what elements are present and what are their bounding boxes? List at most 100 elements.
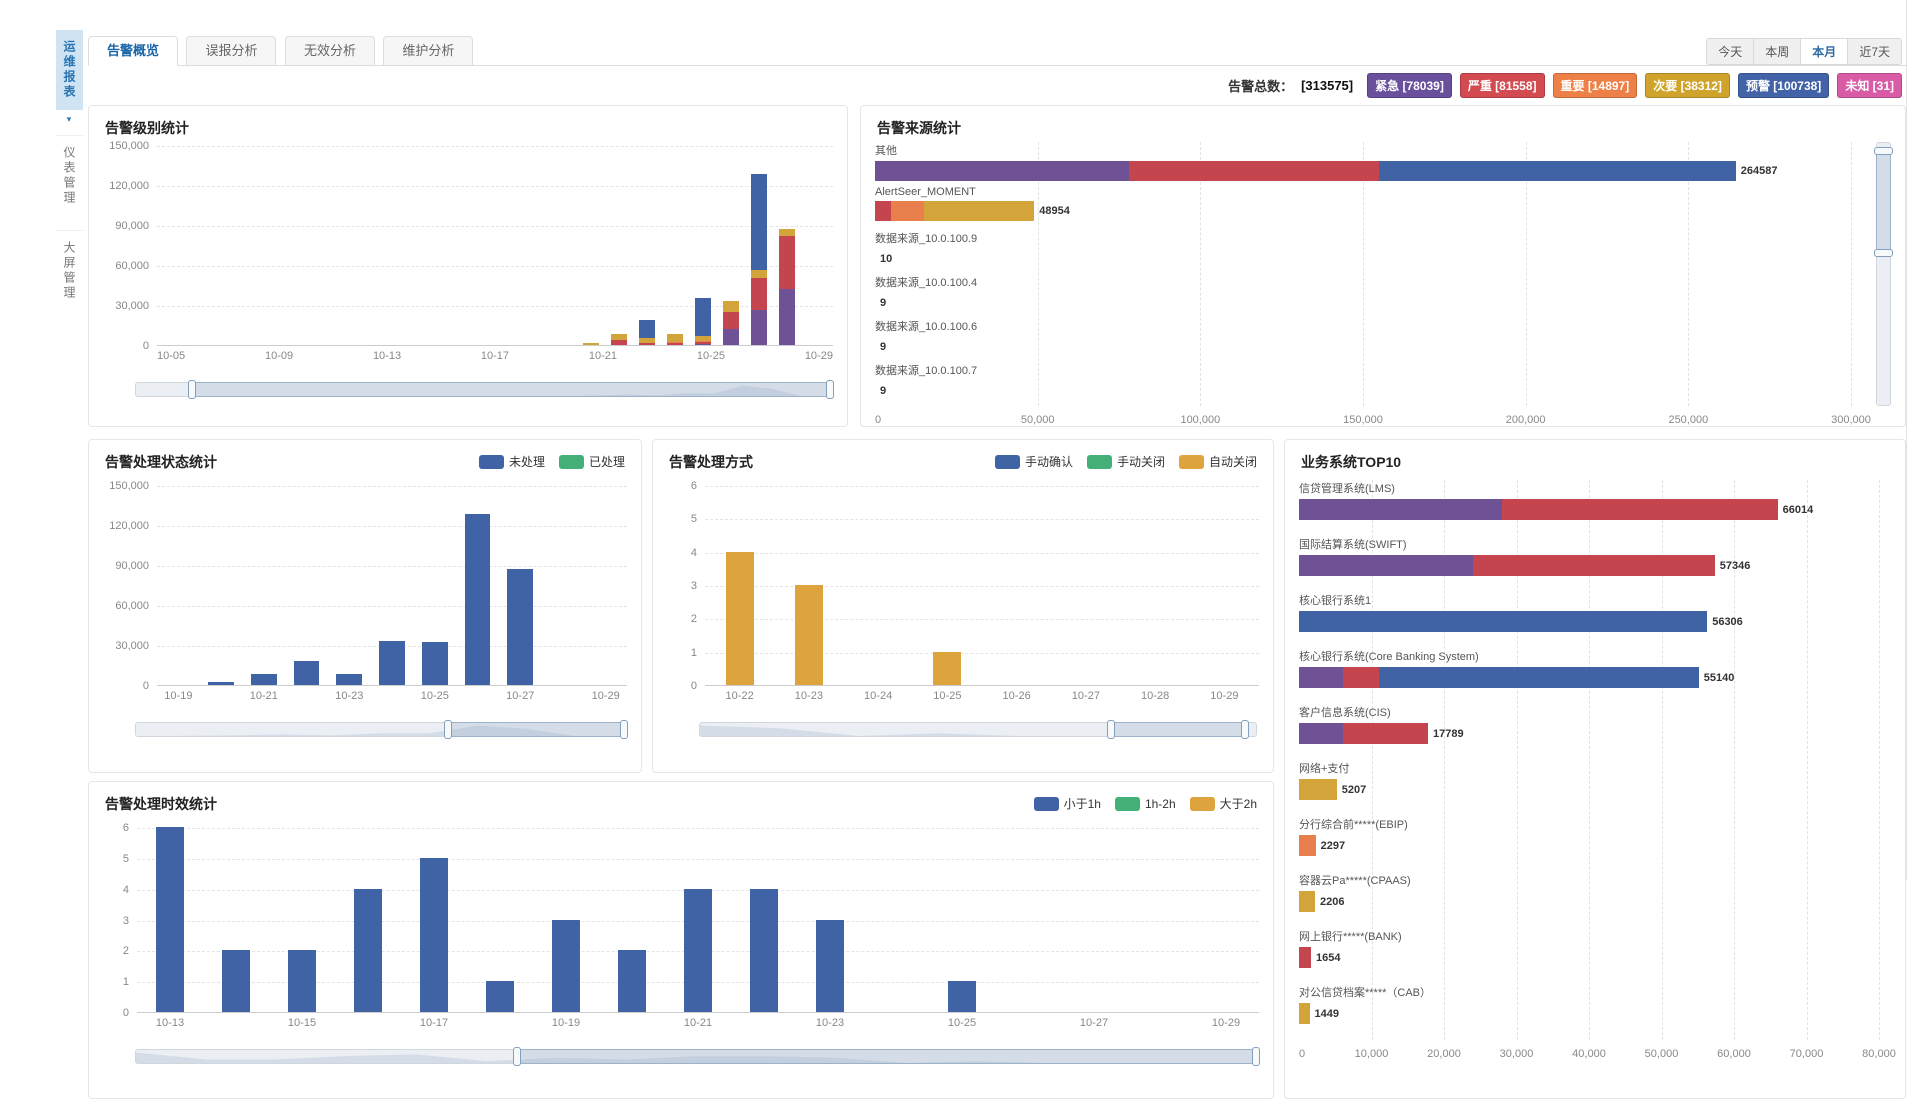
datazoom-handle[interactable] — [620, 720, 628, 739]
y-tick-label: 60,000 — [115, 260, 149, 272]
y-tick-label: 60,000 — [115, 600, 149, 612]
datazoom-selection[interactable] — [1111, 722, 1245, 737]
alert-level-badge[interactable]: 预警 [100738] — [1737, 72, 1830, 98]
y-tick-label: 1 — [690, 646, 697, 659]
x-tick-label: 10-27 — [1071, 690, 1100, 702]
datazoom-selection[interactable] — [1876, 150, 1891, 254]
datazoom-slider[interactable] — [135, 720, 628, 739]
x-tick-label: 10-24 — [864, 690, 893, 702]
bar — [750, 888, 778, 1012]
alert-level-badge[interactable]: 次要 [38312] — [1645, 72, 1730, 98]
row-label: 国际结算系统(SWIFT) — [1299, 539, 1407, 551]
bar: 9 — [875, 293, 1861, 313]
datazoom-profile — [700, 725, 1256, 736]
bar-row: 容器云Pa*****(CPAAS) 2206 — [1299, 872, 1893, 928]
panel-alert-level: 告警级别统计 0 30,000 60,000 90,000 120,000 150,000… — [88, 105, 848, 427]
bar-slot — [269, 828, 335, 1012]
y-tick-label: 90,000 — [115, 560, 149, 572]
bar — [420, 857, 448, 1012]
gridline — [157, 306, 833, 307]
bar-slot — [717, 146, 745, 345]
tab-maintenance-analysis[interactable]: 维护分析 — [383, 36, 474, 66]
datazoom-slider-vertical[interactable] — [1874, 142, 1893, 406]
sidebar-item-ops-report[interactable]: 运维报表 — [56, 30, 83, 110]
alert-level-badge[interactable]: 紧急 [78039] — [1367, 72, 1452, 98]
datazoom-handle[interactable] — [1252, 1047, 1260, 1066]
alert-level-badge[interactable]: 未知 [31] — [1837, 72, 1902, 98]
bar-segment — [222, 950, 250, 1012]
legend-item[interactable]: 1h-2h — [1114, 796, 1176, 811]
gridline — [705, 552, 1259, 554]
x-tick-label — [752, 350, 779, 362]
bar-slot — [213, 146, 241, 345]
datazoom-slider[interactable] — [135, 380, 834, 399]
value-label: 2206 — [1319, 895, 1345, 908]
sidebar-item-dashboard-mgmt[interactable]: 仪表管理 — [56, 135, 83, 216]
row-label: 数据来源_10.0.100.6 — [875, 321, 978, 333]
bar-slot — [605, 146, 633, 345]
row-label: 网络+支付 — [1299, 763, 1350, 775]
legend-item[interactable]: 未处理 — [478, 453, 545, 470]
legend-item[interactable]: 手动关闭 — [1086, 453, 1165, 470]
bar-slot — [328, 486, 371, 685]
bar-slot — [325, 146, 353, 345]
bar-slot — [157, 146, 185, 345]
bar-segment — [1502, 499, 1778, 520]
legend-item[interactable]: 大于2h — [1189, 795, 1257, 812]
datazoom-handle[interactable] — [1107, 720, 1116, 739]
x-axis: 0 10,000 20,000 30,000 40,000 50,000 60,000 70,… — [1299, 1048, 1896, 1064]
datazoom-handle[interactable] — [512, 1047, 521, 1066]
time-filter-this-week[interactable]: 本周 — [1753, 38, 1802, 65]
x-tick-label: 50,000 — [1644, 1048, 1679, 1060]
bar: 17789 — [1299, 723, 1893, 744]
y-tick-label: 4 — [122, 883, 129, 896]
bar-row: 国际结算系统(SWIFT) 57346 — [1299, 536, 1893, 592]
bar-slot — [577, 146, 605, 345]
time-filter-today[interactable]: 今天 — [1706, 38, 1755, 65]
datazoom-profile — [136, 1052, 1256, 1063]
datazoom-selection[interactable] — [516, 1049, 1256, 1064]
rows-area: 信贷管理系统(LMS) 66014 国际结算系统(SWIFT) 57346 核心银行系统… — [1299, 480, 1893, 1040]
time-filter-last-7-days[interactable]: 近7天 — [1847, 38, 1902, 65]
rows-area: 其他 264587 AlertSeer_MOMENT 48954 数据来源_10.0.1… — [875, 142, 1861, 406]
chart-legend: 小于1h 1h-2h 大于2h — [1033, 795, 1257, 812]
bars-layer — [157, 146, 833, 345]
plot-area — [137, 827, 1259, 1013]
datazoom-selection[interactable] — [191, 382, 830, 397]
bar — [933, 651, 962, 685]
datazoom-handle[interactable] — [826, 380, 834, 399]
bar-segment — [1299, 723, 1343, 744]
legend-item[interactable]: 已处理 — [558, 453, 625, 470]
datazoom-slider[interactable] — [135, 1047, 1260, 1066]
datazoom-handle[interactable] — [444, 720, 453, 739]
bar-slot — [1051, 486, 1120, 685]
alert-level-badge[interactable]: 严重 [81558] — [1459, 72, 1545, 98]
bar-segment — [694, 341, 712, 344]
legend-swatch — [558, 454, 584, 469]
datazoom-selection[interactable] — [448, 722, 624, 737]
bar-row: 分行综合前*****(EBIP) 2297 — [1299, 816, 1893, 872]
tab-false-alarm-analysis[interactable]: 误报分析 — [186, 36, 277, 66]
bar-slot — [982, 486, 1051, 685]
datazoom-slider[interactable] — [699, 720, 1257, 739]
datazoom-handle[interactable] — [1240, 720, 1249, 739]
tab-alert-overview[interactable]: 告警概览 — [88, 36, 179, 66]
plot-area — [157, 486, 627, 686]
legend-item[interactable]: 手动确认 — [994, 453, 1073, 470]
datazoom-handle[interactable] — [187, 380, 196, 399]
legend-item[interactable]: 自动关闭 — [1178, 453, 1257, 470]
sidebar-item-bigscreen-mgmt[interactable]: 大屏管理 — [56, 230, 83, 311]
bar-slot — [1190, 486, 1259, 685]
time-filter-this-month[interactable]: 本月 — [1800, 38, 1849, 65]
bar-slot — [774, 486, 843, 685]
datazoom-handle[interactable] — [1874, 146, 1893, 155]
legend-item[interactable]: 小于1h — [1033, 795, 1101, 812]
y-tick-label: 120,000 — [109, 180, 149, 192]
alert-level-badge[interactable]: 重要 [14897] — [1552, 72, 1638, 98]
bar-segment — [1128, 161, 1380, 181]
datazoom-handle[interactable] — [1874, 249, 1893, 258]
x-tick-label — [456, 690, 499, 702]
plot-row: 0 1 2 3 4 5 6 — [665, 480, 1259, 692]
tab-invalid-analysis[interactable]: 无效分析 — [284, 36, 375, 66]
bar-segment — [610, 339, 628, 345]
